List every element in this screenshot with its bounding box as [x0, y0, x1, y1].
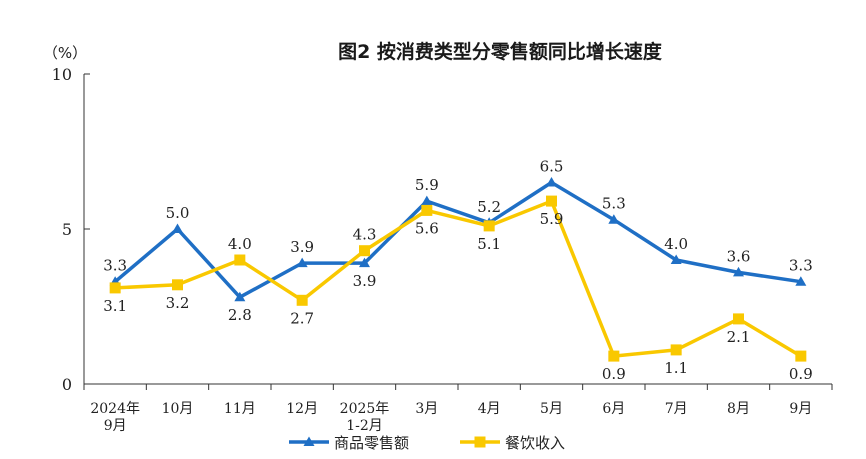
series-point-triangle [359, 257, 370, 268]
data-label: 5.2 [477, 198, 501, 216]
series-point-square [733, 313, 744, 325]
x-tick-label: 9月 [789, 401, 812, 417]
series-point-triangle [608, 214, 620, 224]
series-point-triangle [234, 291, 246, 302]
x-tick-label: 5月 [540, 401, 563, 417]
legend-item: 商品零售额 [289, 434, 409, 452]
series-point-triangle [303, 436, 315, 446]
x-tick-label-line: 4月 [478, 401, 501, 417]
series-point-triangle [296, 257, 308, 268]
series-point-square [109, 282, 121, 294]
legend: 商品零售额 餐饮收入 [289, 434, 565, 452]
series-point-square [359, 245, 370, 257]
x-tick-label: 12月 [286, 401, 318, 417]
chart-title: 图2 按消费类型分零售额同比增长速度 [338, 40, 663, 63]
y-tick-label: 5 [62, 220, 72, 239]
x-tick-label-line: 10月 [162, 401, 194, 417]
x-tick-label: 4月 [478, 401, 501, 417]
series-point-triangle [670, 254, 682, 264]
x-tick-label: 11月 [224, 401, 256, 417]
data-label: 1.1 [664, 359, 688, 377]
x-tick-label: 7月 [665, 401, 688, 417]
data-label: 3.6 [727, 247, 751, 265]
data-label: 3.9 [290, 238, 314, 256]
legend-label: 商品零售额 [334, 434, 409, 452]
series-point-triangle [795, 276, 807, 286]
data-labels: 3.3 5.0 2.8 3.9 3.9 5.9 5.2 6.5 5.3 4.0 3.6 3.3 3.1 3… [103, 158, 813, 384]
series-point-triangle [172, 223, 183, 233]
x-tick-label-line: 3月 [415, 401, 438, 417]
x-tick-label: 3月 [415, 401, 438, 417]
x-tick-label-line: 11月 [224, 401, 256, 417]
x-tick-label-line: 2024年 [90, 401, 140, 417]
x-tick-label-line: 8月 [727, 401, 750, 417]
data-label: 5.6 [415, 219, 439, 237]
data-label: 5.3 [602, 195, 626, 213]
data-label: 2.7 [290, 309, 314, 327]
x-tick-label: 10月 [162, 401, 194, 417]
y-axis-unit-label: （%） [43, 44, 87, 62]
data-label: 2.8 [228, 306, 252, 324]
data-label: 5.1 [477, 235, 501, 253]
data-label: 0.9 [789, 365, 813, 383]
series-catering [109, 195, 807, 362]
series-point-square [546, 195, 557, 207]
data-label: 3.3 [103, 257, 127, 275]
series-point-triangle [421, 195, 433, 206]
series-point-square [421, 204, 433, 216]
data-label: 3.3 [789, 257, 813, 275]
series-retail-goods [109, 177, 807, 302]
x-tick-label-line: 2025年 [340, 401, 390, 417]
data-label: 5.0 [166, 204, 190, 222]
x-tick-label: 8月 [727, 401, 750, 417]
data-label: 3.1 [103, 297, 127, 315]
x-tick-label-line: 7月 [665, 401, 688, 417]
x-tick-label-line: 9月 [104, 418, 127, 434]
data-label: 4.3 [353, 226, 377, 244]
legend-item: 餐饮收入 [460, 434, 565, 452]
series-point-square [670, 344, 682, 356]
series-point-square [483, 220, 495, 232]
series-layer [109, 177, 807, 362]
x-tick-label: 6月 [602, 401, 625, 417]
series-point-square [172, 279, 183, 291]
legend-label: 餐饮收入 [505, 434, 565, 452]
data-label: 0.9 [602, 365, 626, 383]
x-tick-label-line: 6月 [602, 401, 625, 417]
x-tick-label-line: 5月 [540, 401, 563, 417]
data-label: 6.5 [540, 158, 564, 176]
series-point-triangle [546, 177, 557, 187]
series-point-square [608, 350, 620, 362]
series-point-square [795, 350, 807, 362]
y-tick-label: 0 [62, 375, 72, 394]
data-label: 5.9 [415, 176, 439, 194]
data-label: 4.0 [664, 235, 688, 253]
x-tick-label: 2025年 1-2月 [340, 401, 390, 434]
data-label: 5.9 [540, 210, 564, 228]
data-label: 3.9 [353, 272, 377, 290]
y-tick-label: 10 [52, 65, 72, 84]
x-tick-label-line: 9月 [789, 401, 812, 417]
series-line [114, 180, 802, 299]
x-tick-label: 2024年 9月 [90, 401, 140, 434]
data-label: 3.2 [166, 294, 190, 312]
x-tick-label-line: 12月 [286, 401, 318, 417]
series-point-square [234, 254, 246, 266]
data-label: 4.0 [228, 235, 252, 253]
series-line [115, 199, 802, 358]
x-tick-label-line: 1-2月 [346, 418, 383, 434]
data-label: 2.1 [727, 328, 751, 346]
series-point-square [296, 294, 308, 306]
series-point-square [474, 436, 486, 448]
series-point-triangle [733, 266, 744, 277]
